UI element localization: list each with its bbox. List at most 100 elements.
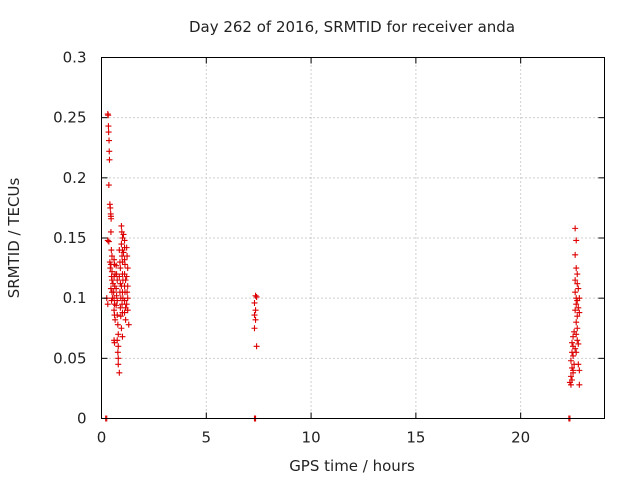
data-point [117, 313, 124, 320]
data-point [114, 277, 121, 284]
data-point [121, 297, 128, 304]
data-point [575, 304, 582, 311]
data-point [251, 312, 258, 319]
data-point [113, 292, 120, 299]
data-point [107, 204, 114, 211]
data-points [102, 111, 583, 422]
chart-title: Day 262 of 2016, SRMTID for receiver and… [189, 18, 515, 36]
data-point [253, 343, 260, 350]
data-point [112, 316, 119, 323]
data-point [567, 373, 574, 380]
data-point [107, 265, 114, 272]
y-tick-label: 0.3 [63, 49, 87, 67]
data-point [252, 292, 259, 299]
data-point [106, 156, 113, 163]
data-point [117, 304, 124, 311]
plot-frame [101, 57, 605, 419]
y-tick-label: 0.1 [63, 289, 87, 307]
data-point [575, 340, 582, 347]
data-point [114, 321, 121, 328]
y-tick-label: 0.15 [53, 229, 86, 247]
x-tick-label: 20 [511, 429, 530, 447]
data-point [124, 253, 131, 260]
data-point [105, 112, 112, 119]
data-point [572, 251, 579, 258]
data-point [573, 319, 580, 326]
data-point [570, 333, 577, 340]
data-point [122, 277, 129, 284]
y-tick-label: 0.2 [63, 169, 87, 187]
data-point [108, 247, 115, 254]
data-point [569, 376, 576, 383]
data-point [125, 321, 132, 328]
data-point [569, 339, 576, 346]
data-point [576, 367, 583, 374]
y-tick-label: 0.05 [53, 349, 86, 367]
data-point [574, 325, 581, 332]
data-point [121, 237, 128, 244]
data-point [576, 295, 583, 302]
data-point [107, 285, 114, 292]
data-point [572, 277, 579, 284]
data-point [251, 325, 258, 332]
data-point [118, 325, 125, 332]
data-point [573, 237, 580, 244]
data-point [573, 349, 580, 356]
data-point [113, 285, 120, 292]
data-point [113, 262, 120, 269]
data-point [123, 273, 130, 280]
data-point [574, 313, 581, 320]
data-point [118, 241, 125, 248]
data-point [108, 215, 115, 222]
data-point [124, 283, 131, 290]
y-tick-label: 0.25 [53, 109, 86, 127]
data-point [570, 367, 577, 374]
data-point [124, 289, 131, 296]
y-axis-label: SRMTID / TECUs [5, 178, 23, 299]
data-point [119, 253, 126, 260]
data-point [572, 345, 579, 352]
data-point [573, 301, 580, 308]
data-point [108, 253, 115, 260]
data-point [110, 289, 117, 296]
data-point [120, 231, 127, 238]
data-point [572, 307, 579, 314]
x-axis-label: GPS time / hours [289, 457, 415, 475]
data-point [576, 309, 583, 316]
axis-ticks: 0 5 10 15 20 0 0.05 0.1 0.15 0.2 0.25 0.3 [53, 49, 605, 447]
data-point [119, 333, 126, 340]
data-point [105, 123, 112, 130]
data-point [572, 225, 579, 232]
data-point [115, 361, 122, 368]
data-point [116, 273, 123, 280]
data-point [575, 285, 582, 292]
data-point [121, 261, 128, 268]
data-point [114, 297, 121, 304]
data-point [570, 352, 577, 359]
data-point [575, 361, 582, 368]
data-point [572, 289, 579, 296]
x-tick-label: 15 [406, 429, 425, 447]
data-point [105, 182, 112, 189]
data-point [108, 277, 115, 284]
data-point [574, 271, 581, 278]
data-point [251, 299, 258, 306]
data-point [574, 337, 581, 344]
data-point [124, 307, 131, 314]
data-point [121, 309, 128, 316]
data-point [107, 228, 114, 235]
data-point [105, 129, 112, 136]
data-point [114, 349, 121, 356]
data-point [115, 355, 122, 362]
data-point [106, 148, 113, 155]
data-point [253, 293, 260, 300]
data-point [567, 357, 574, 364]
data-point [115, 343, 122, 350]
data-point [113, 302, 120, 309]
data-point [573, 265, 580, 272]
data-point [118, 222, 125, 229]
x-tick-label: 0 [97, 429, 107, 447]
data-point [116, 369, 123, 376]
data-point [124, 265, 131, 272]
